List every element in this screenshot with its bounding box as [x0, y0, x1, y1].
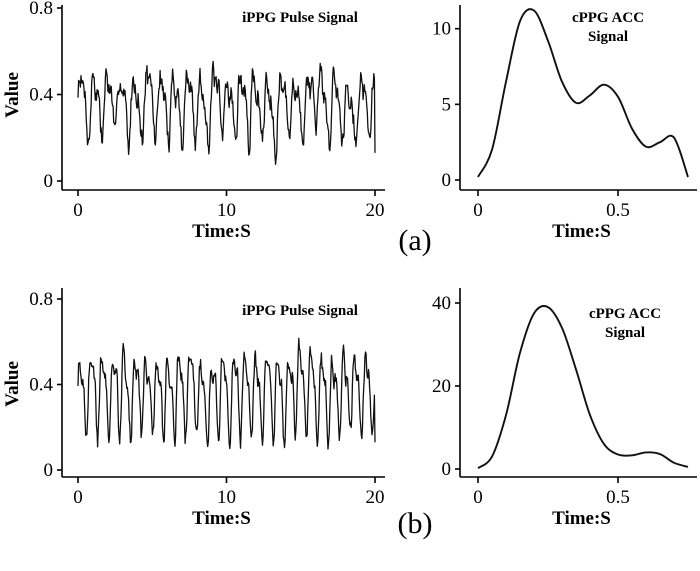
chart-title: cPPG ACC — [572, 10, 644, 26]
x-axis-label: Time:S — [552, 508, 611, 529]
x-tick-label: 10 — [217, 200, 236, 221]
chart-title: Signal — [605, 325, 645, 341]
chart-panel-3: 0 0.4 0.8 0 10 20 Time:S Value iPPG Pulse Signal — [2, 288, 385, 529]
chart-panel-1: 0 0.4 0.8 0 10 20 Time:S Value iPPG Pulse Signal — [2, 0, 385, 242]
y-tick-label: 20 — [432, 376, 451, 397]
x-tick-label: 20 — [366, 487, 385, 508]
y-tick-label: 10 — [432, 19, 451, 40]
x-tick-label: 0 — [473, 200, 483, 221]
chart-title: cPPG ACC — [589, 306, 661, 322]
y-axis-label: Value — [2, 72, 23, 118]
x-tick-label: 20 — [366, 200, 385, 221]
x-tick-label: 10 — [217, 487, 236, 508]
y-axis-label: Value — [2, 361, 23, 407]
x-tick-label: 0 — [73, 487, 83, 508]
x-tick-label: 0 — [73, 200, 83, 221]
y-tick-label: 0.4 — [29, 375, 53, 396]
series-line — [477, 8, 689, 178]
y-tick-label: 0.8 — [29, 0, 53, 19]
series-line — [77, 60, 376, 165]
y-tick-label: 0 — [442, 170, 452, 191]
series-line — [77, 337, 376, 450]
x-axis-label: Time:S — [192, 221, 251, 242]
series-line — [477, 305, 689, 469]
chart-title: iPPG Pulse Signal — [242, 303, 358, 319]
x-tick-label: 0.5 — [606, 487, 630, 508]
y-tick-label: 0.8 — [29, 289, 53, 310]
y-tick-label: 0 — [442, 459, 452, 480]
y-tick-label: 40 — [432, 293, 451, 314]
y-tick-label: 5 — [442, 94, 452, 115]
y-tick-label: 0 — [44, 171, 54, 192]
x-tick-label: 0 — [473, 487, 483, 508]
chart-title: iPPG Pulse Signal — [242, 10, 358, 26]
x-tick-label: 0.5 — [606, 200, 630, 221]
y-tick-label: 0.4 — [29, 85, 53, 106]
x-axis-label: Time:S — [192, 508, 251, 529]
y-tick-label: 0 — [44, 460, 54, 481]
panel-label: (a) — [398, 224, 431, 257]
x-axis-label: Time:S — [552, 221, 611, 242]
panel-label: (b) — [398, 507, 433, 540]
chart-title: Signal — [588, 29, 628, 45]
